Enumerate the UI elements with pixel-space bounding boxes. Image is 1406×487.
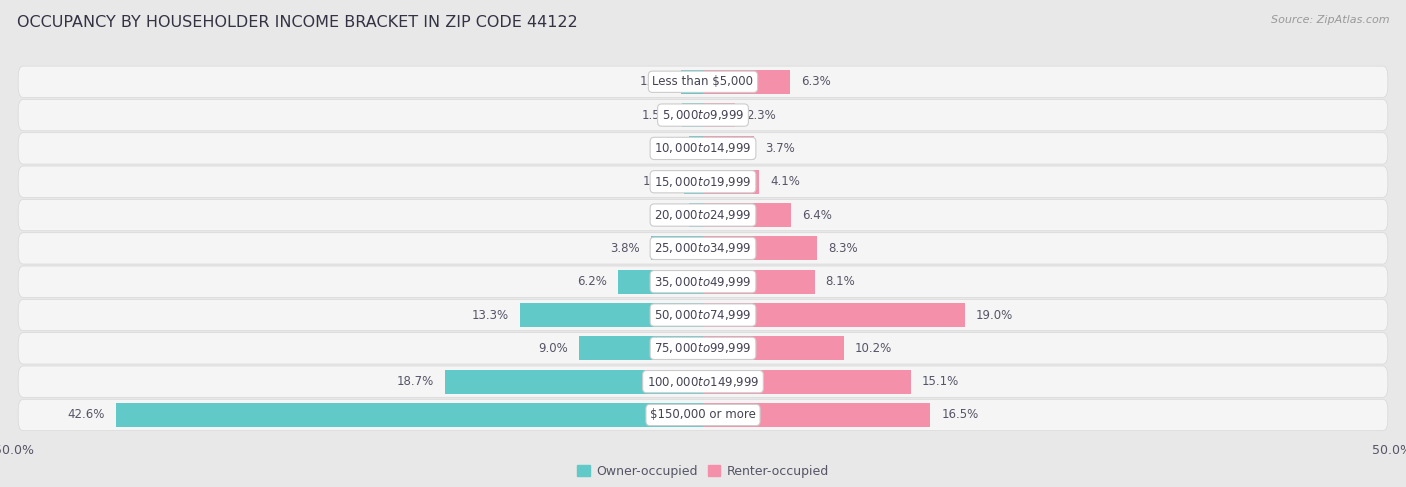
FancyBboxPatch shape bbox=[18, 133, 1388, 164]
FancyBboxPatch shape bbox=[18, 266, 1388, 298]
Legend: Owner-occupied, Renter-occupied: Owner-occupied, Renter-occupied bbox=[578, 465, 828, 478]
Bar bbox=[446, 370, 703, 393]
Bar bbox=[651, 236, 703, 261]
Bar bbox=[683, 170, 703, 194]
Text: 1.0%: 1.0% bbox=[648, 142, 678, 155]
Text: $20,000 to $24,999: $20,000 to $24,999 bbox=[654, 208, 752, 222]
Text: 16.5%: 16.5% bbox=[942, 409, 979, 421]
Text: 10.2%: 10.2% bbox=[855, 342, 891, 355]
Bar bbox=[703, 270, 814, 294]
FancyBboxPatch shape bbox=[18, 199, 1388, 231]
Bar bbox=[689, 203, 703, 227]
FancyBboxPatch shape bbox=[18, 333, 1388, 364]
Text: 19.0%: 19.0% bbox=[976, 308, 1014, 321]
FancyBboxPatch shape bbox=[18, 233, 1388, 264]
Text: Less than $5,000: Less than $5,000 bbox=[652, 75, 754, 88]
FancyBboxPatch shape bbox=[18, 99, 1388, 131]
Text: $5,000 to $9,999: $5,000 to $9,999 bbox=[662, 108, 744, 122]
FancyBboxPatch shape bbox=[18, 300, 1388, 331]
Text: $75,000 to $99,999: $75,000 to $99,999 bbox=[654, 341, 752, 356]
Text: 6.4%: 6.4% bbox=[803, 208, 832, 222]
Text: $15,000 to $19,999: $15,000 to $19,999 bbox=[654, 175, 752, 189]
Text: $10,000 to $14,999: $10,000 to $14,999 bbox=[654, 141, 752, 155]
FancyBboxPatch shape bbox=[18, 366, 1388, 397]
Text: 1.6%: 1.6% bbox=[640, 75, 669, 88]
Text: OCCUPANCY BY HOUSEHOLDER INCOME BRACKET IN ZIP CODE 44122: OCCUPANCY BY HOUSEHOLDER INCOME BRACKET … bbox=[17, 15, 578, 30]
Text: 3.8%: 3.8% bbox=[610, 242, 640, 255]
Text: 1.5%: 1.5% bbox=[641, 109, 671, 122]
Text: 15.1%: 15.1% bbox=[922, 375, 959, 388]
Text: Source: ZipAtlas.com: Source: ZipAtlas.com bbox=[1271, 15, 1389, 25]
FancyBboxPatch shape bbox=[18, 66, 1388, 97]
Text: 1.0%: 1.0% bbox=[648, 208, 678, 222]
Bar bbox=[520, 303, 703, 327]
Text: 2.3%: 2.3% bbox=[745, 109, 776, 122]
Bar bbox=[703, 370, 911, 393]
Bar bbox=[617, 270, 703, 294]
FancyBboxPatch shape bbox=[18, 399, 1388, 431]
Text: 8.1%: 8.1% bbox=[825, 275, 855, 288]
Text: $25,000 to $34,999: $25,000 to $34,999 bbox=[654, 242, 752, 255]
Text: $100,000 to $149,999: $100,000 to $149,999 bbox=[647, 375, 759, 389]
Bar bbox=[703, 236, 817, 261]
Text: 6.3%: 6.3% bbox=[801, 75, 831, 88]
Text: 3.7%: 3.7% bbox=[765, 142, 794, 155]
Text: 42.6%: 42.6% bbox=[67, 409, 105, 421]
Text: 6.2%: 6.2% bbox=[576, 275, 606, 288]
Text: 1.4%: 1.4% bbox=[643, 175, 672, 188]
Bar bbox=[703, 170, 759, 194]
Text: $35,000 to $49,999: $35,000 to $49,999 bbox=[654, 275, 752, 289]
Bar bbox=[579, 337, 703, 360]
Text: 18.7%: 18.7% bbox=[396, 375, 434, 388]
Bar bbox=[681, 70, 703, 94]
Bar bbox=[682, 103, 703, 127]
FancyBboxPatch shape bbox=[18, 166, 1388, 197]
Text: $50,000 to $74,999: $50,000 to $74,999 bbox=[654, 308, 752, 322]
Bar bbox=[703, 337, 844, 360]
Bar bbox=[703, 136, 754, 160]
Bar bbox=[703, 203, 792, 227]
Text: 8.3%: 8.3% bbox=[828, 242, 858, 255]
Bar bbox=[117, 403, 703, 427]
Bar bbox=[703, 103, 735, 127]
Text: 9.0%: 9.0% bbox=[538, 342, 568, 355]
Text: 13.3%: 13.3% bbox=[471, 308, 509, 321]
Bar bbox=[703, 303, 965, 327]
Bar bbox=[689, 136, 703, 160]
Bar bbox=[703, 70, 790, 94]
Text: 4.1%: 4.1% bbox=[770, 175, 800, 188]
Bar bbox=[703, 403, 931, 427]
Text: $150,000 or more: $150,000 or more bbox=[650, 409, 756, 421]
